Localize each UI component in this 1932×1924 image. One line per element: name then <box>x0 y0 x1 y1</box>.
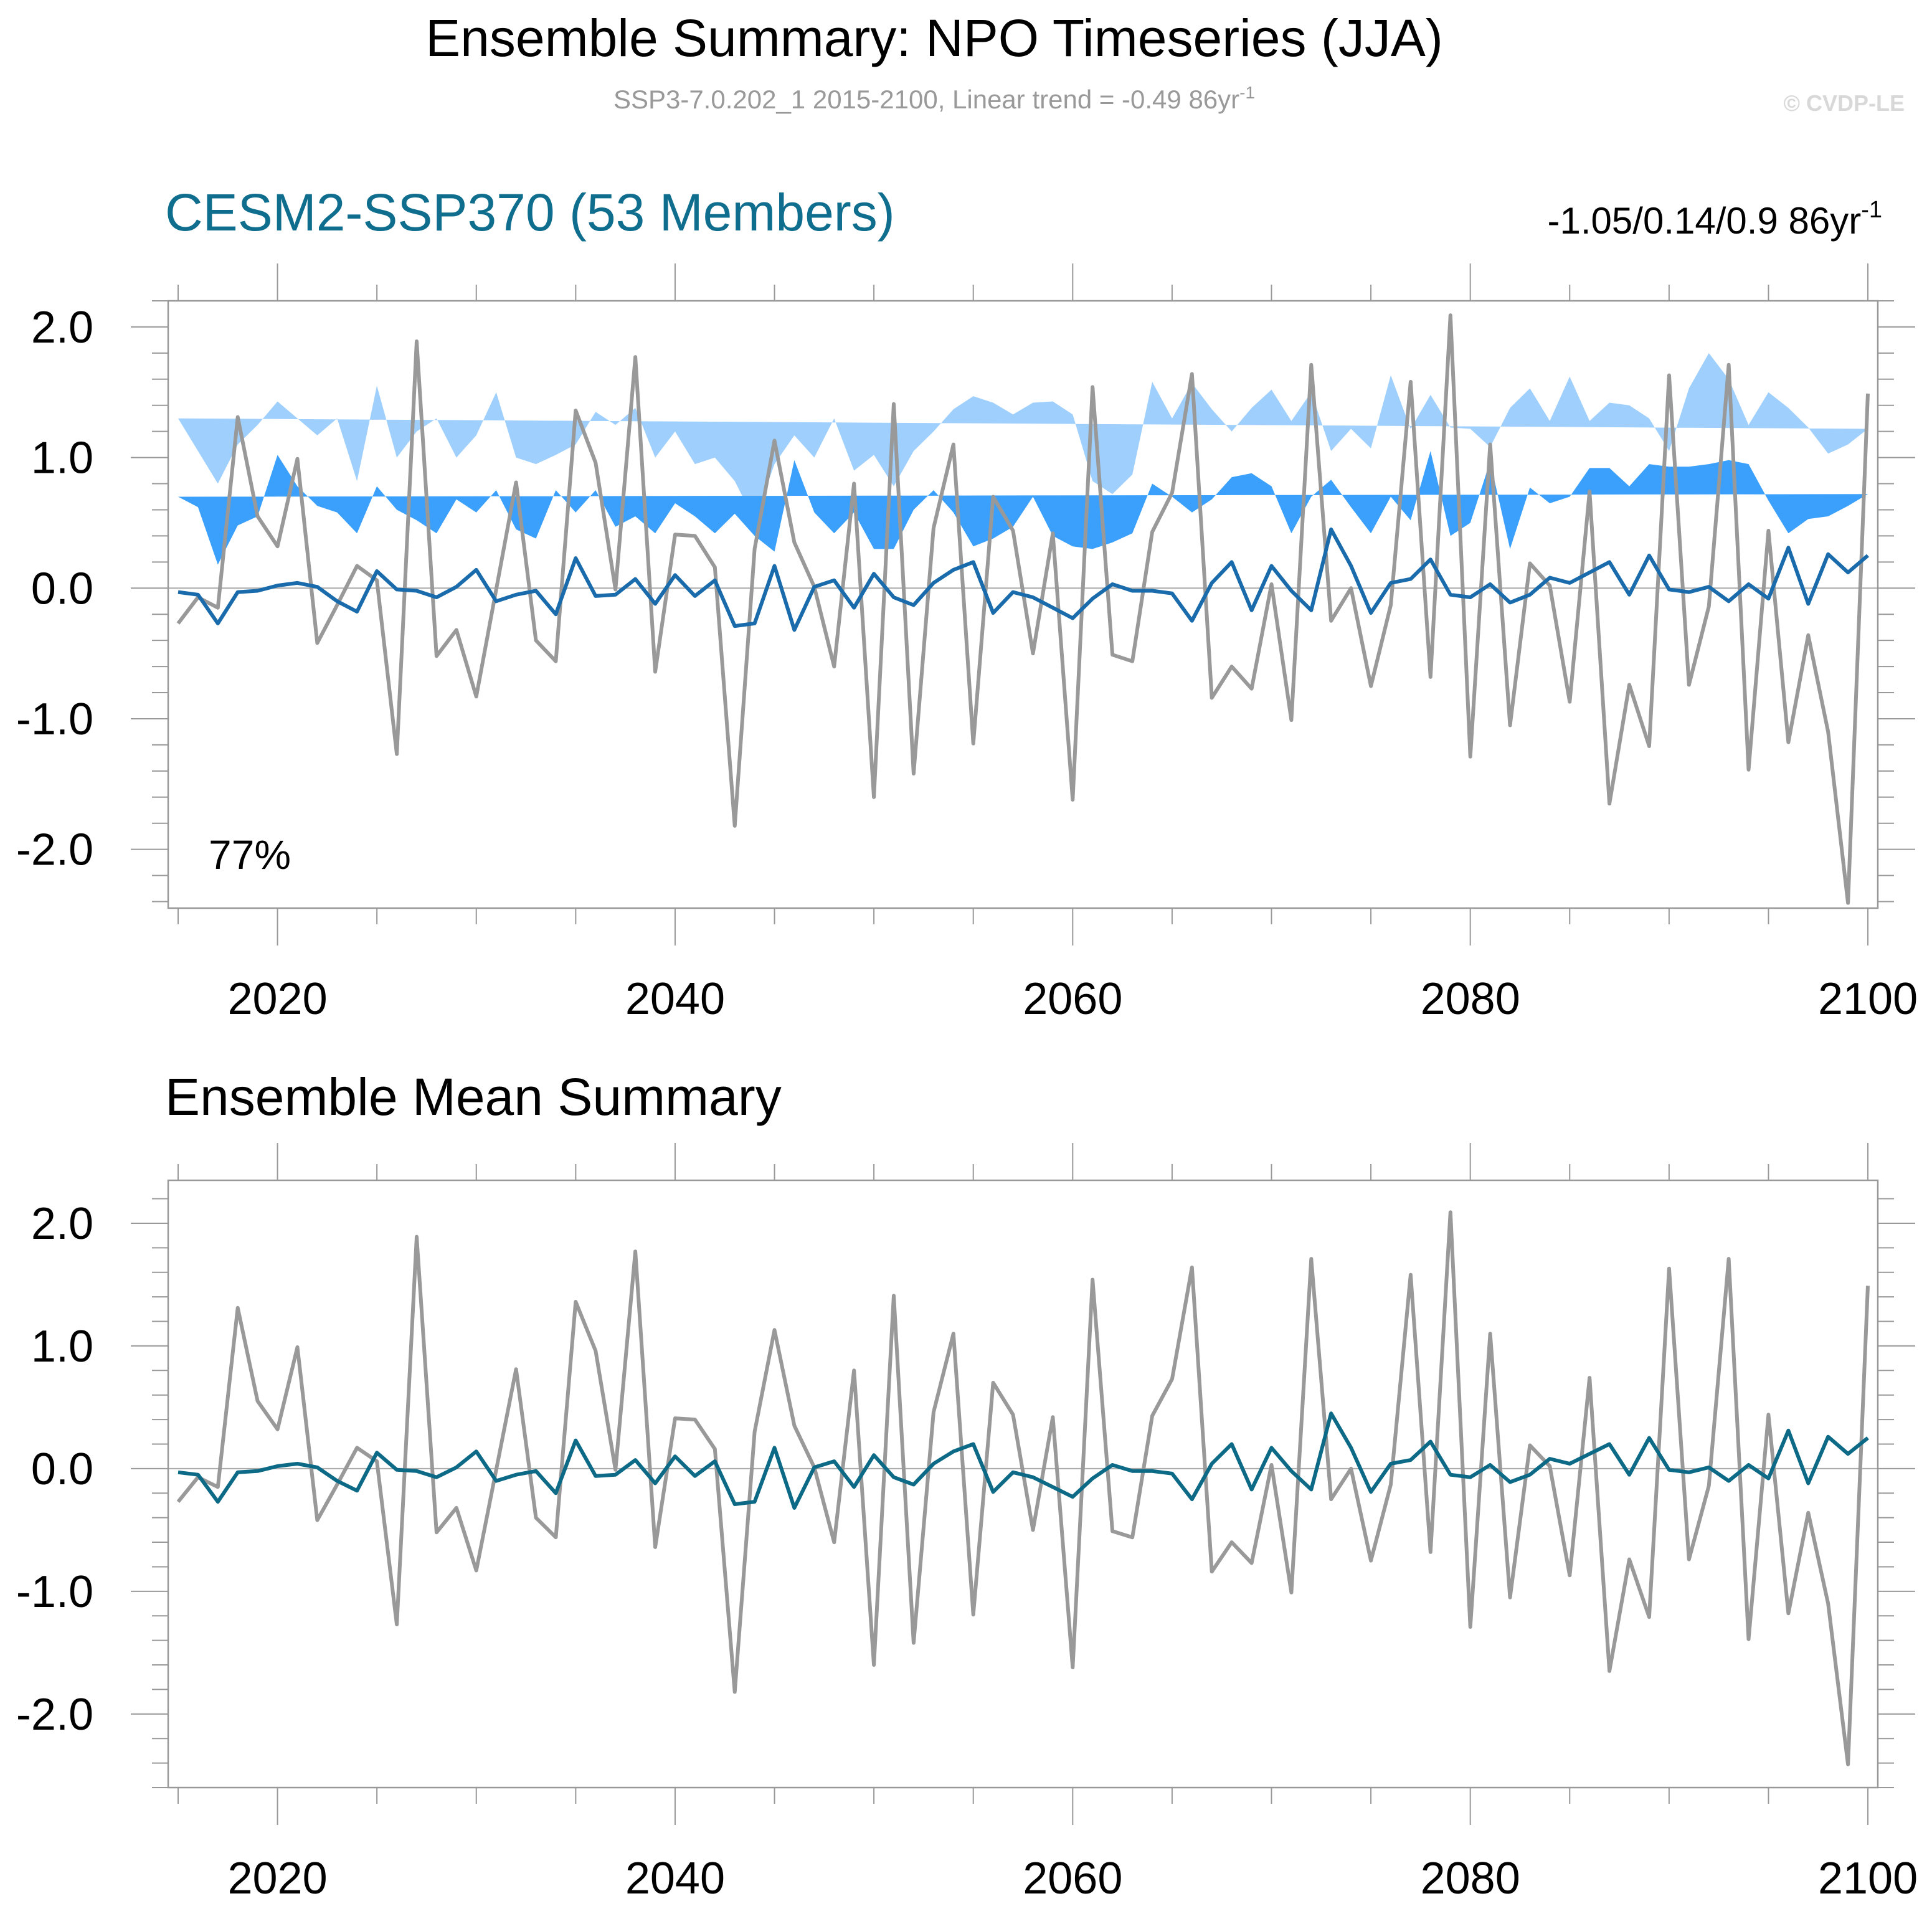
y-tick-label: -2.0 <box>16 825 93 875</box>
x-tick-label: 2100 <box>1818 974 1918 1024</box>
plot-frame <box>167 1179 1879 1789</box>
x-tick-label: 2080 <box>1421 1854 1520 1903</box>
figure-subtitle-sup: -1 <box>1239 83 1255 102</box>
y-tick-label: 2.0 <box>31 1199 93 1249</box>
trend-range-label: -1.05/0.14/0.9 86yr-1 <box>1548 197 1882 242</box>
x-tick-label: 2040 <box>625 1854 725 1903</box>
figure-subtitle-text: SSP3-7.0.202_1 2015-2100, Linear trend =… <box>613 85 1239 114</box>
trend-range-text: -1.05/0.14/0.9 86yr <box>1548 200 1862 242</box>
y-tick-label: 1.0 <box>31 1322 93 1372</box>
x-tick-label: 2020 <box>227 1854 327 1903</box>
observations-line <box>176 313 1870 905</box>
ensemble-spread-panel: CESM2-SSP370 (53 Members) -1.05/0.14/0.9 … <box>16 183 1918 1024</box>
x-tick-label: 2100 <box>1818 1854 1918 1903</box>
ensemble-mean-line <box>178 527 1869 632</box>
x-tick-label: 2020 <box>227 974 327 1024</box>
y-tick-label: 1.0 <box>31 434 93 483</box>
observations-line <box>176 1210 1870 1766</box>
plot-frame <box>167 300 1879 909</box>
copyright-label: © CVDP-LE <box>1783 90 1905 116</box>
ensemble-mean-line <box>178 1411 1869 1510</box>
x-tick-label: 2060 <box>1023 974 1122 1024</box>
trend-range-sup: -1 <box>1861 197 1882 223</box>
figure-title: Ensemble Summary: NPO Timeseries (JJA) <box>425 9 1443 67</box>
y-tick-label: 2.0 <box>31 303 93 353</box>
y-tick-label: -1.0 <box>16 1567 93 1617</box>
outer-spread-band <box>178 353 1868 521</box>
x-tick-label: 2040 <box>625 974 725 1024</box>
panel-title: CESM2-SSP370 (53 Members) <box>165 183 895 242</box>
ensemble-mean-panel: Ensemble Mean Summary 2020 2040 2060 2080 210… <box>16 1068 1918 1903</box>
x-tick-label: 2060 <box>1023 1854 1122 1903</box>
x-tick-label: 2080 <box>1421 974 1520 1024</box>
percent-annotation: 77% <box>209 832 291 878</box>
y-tick-label: 0.0 <box>31 564 93 614</box>
y-tick-label: -1.0 <box>16 694 93 744</box>
inner-spread-band <box>178 451 1868 565</box>
panel-title: Ensemble Mean Summary <box>165 1068 782 1126</box>
y-tick-label: -2.0 <box>16 1690 93 1740</box>
figure-subtitle: SSP3-7.0.202_1 2015-2100, Linear trend =… <box>613 83 1255 114</box>
y-tick-label: 0.0 <box>31 1444 93 1494</box>
